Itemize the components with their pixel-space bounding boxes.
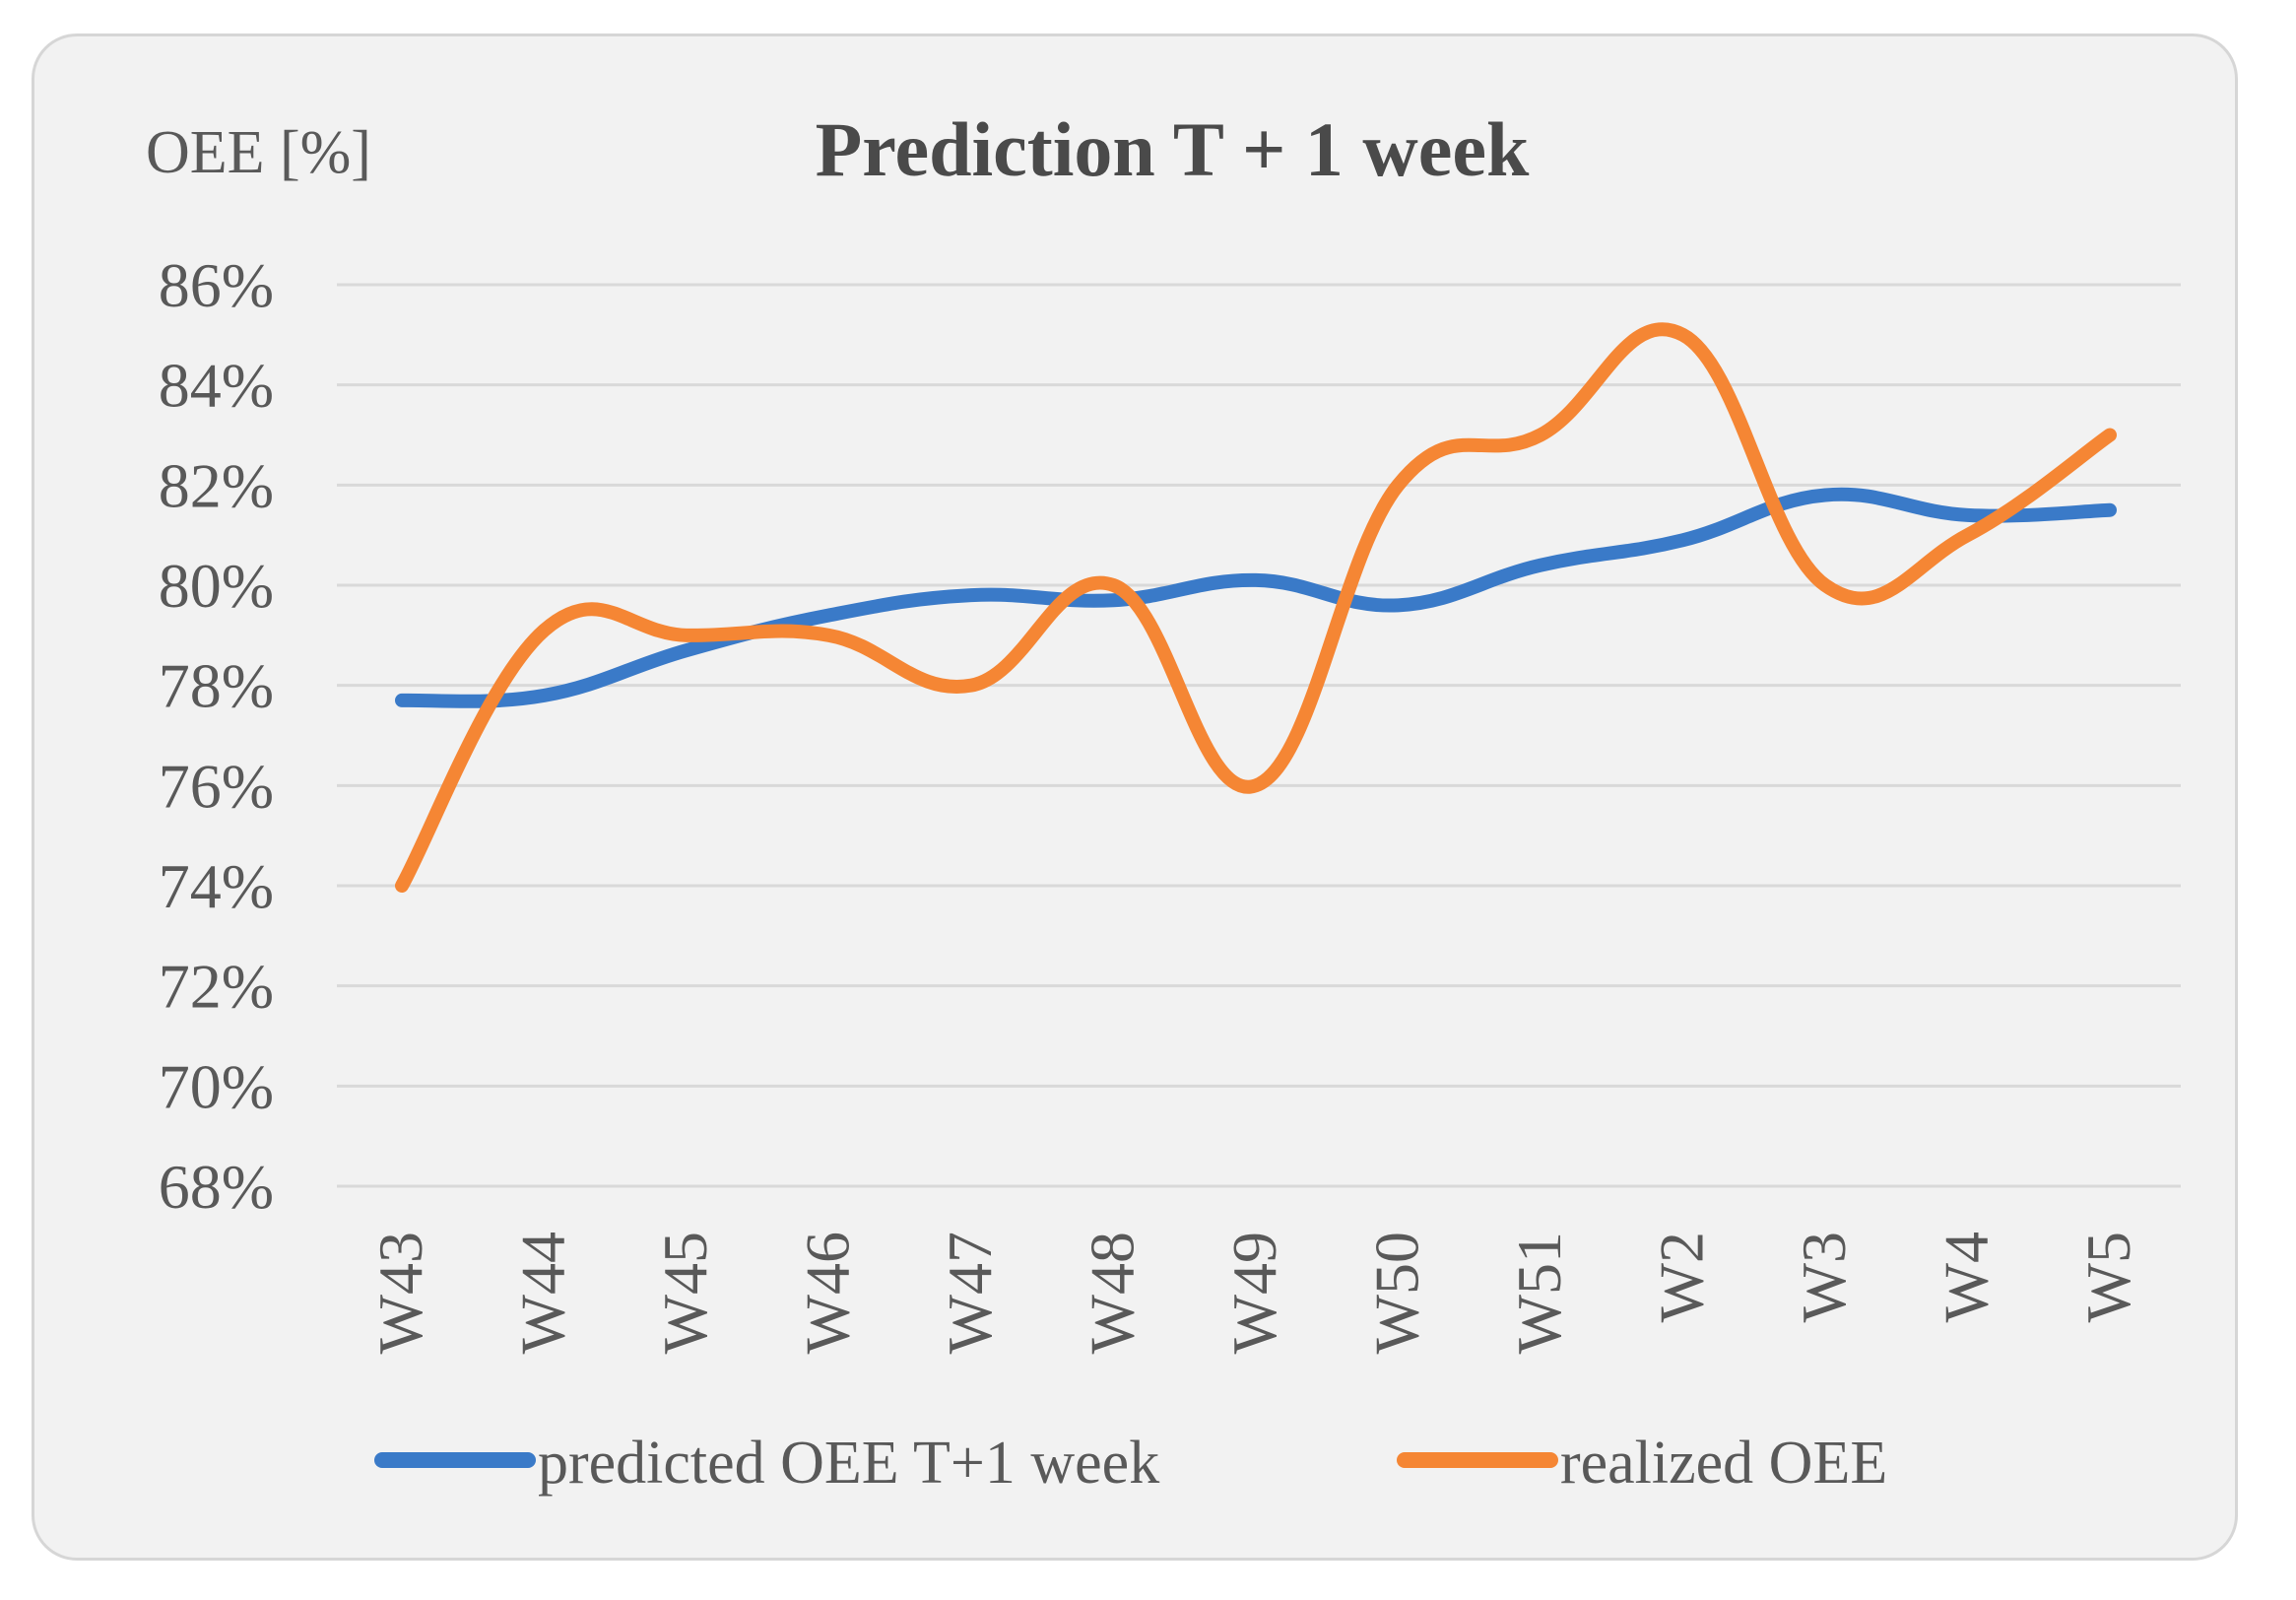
- x-tick-label: W51: [1504, 1232, 1574, 1354]
- x-axis-tick-labels: W43 W44 W45 W46 W47 W48 W49 W50 W51 W2 W3 W4 W5: [365, 1232, 2143, 1354]
- y-tick-label: 86%: [159, 250, 274, 320]
- y-tick-label: 84%: [159, 351, 274, 421]
- y-tick-label: 68%: [159, 1152, 274, 1222]
- y-tick-label: 78%: [159, 651, 274, 721]
- x-tick-label: W48: [1078, 1232, 1148, 1354]
- x-tick-label: W47: [935, 1232, 1005, 1354]
- y-tick-label: 72%: [159, 952, 274, 1022]
- y-axis-label: OEE [%]: [146, 119, 371, 186]
- x-tick-label: W43: [365, 1232, 435, 1354]
- x-tick-label: W49: [1219, 1232, 1289, 1354]
- series-line-realized: [395, 322, 2117, 893]
- x-tick-label: W5: [2073, 1232, 2143, 1322]
- x-tick-label: W4: [1932, 1232, 2001, 1322]
- legend-label-predicted: predicted OEE T+1 week: [538, 1430, 1159, 1497]
- x-tick-label: W45: [650, 1232, 720, 1354]
- x-tick-label: W50: [1362, 1232, 1432, 1354]
- series-lines: [395, 322, 2117, 893]
- x-tick-label: W3: [1789, 1232, 1859, 1322]
- y-tick-label: 80%: [159, 551, 274, 621]
- chart-card: [32, 33, 2238, 1561]
- y-tick-label: 70%: [159, 1051, 274, 1121]
- y-axis-tick-labels: 86% 84% 82% 80% 78% 76% 74% 72% 70% 68%: [159, 250, 274, 1222]
- x-tick-label: W44: [508, 1232, 578, 1354]
- gridlines: [337, 283, 2181, 1188]
- y-tick-label: 76%: [159, 751, 274, 821]
- chart-title: Prediction T + 1 week: [816, 106, 1530, 192]
- series-line-predicted: [395, 487, 2117, 708]
- x-tick-label: W46: [793, 1232, 863, 1354]
- x-tick-label: W2: [1647, 1232, 1717, 1322]
- y-tick-label: 82%: [159, 450, 274, 520]
- legend: predicted OEE T+1 week realized OEE: [374, 1430, 1887, 1497]
- y-tick-label: 74%: [159, 851, 274, 921]
- legend-label-realized: realized OEE: [1560, 1430, 1887, 1497]
